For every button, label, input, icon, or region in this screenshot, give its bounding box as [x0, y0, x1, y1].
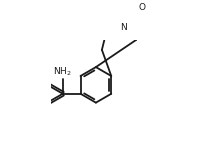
Text: NH$_2$: NH$_2$	[54, 65, 72, 78]
Text: N: N	[120, 23, 127, 32]
Text: O: O	[138, 3, 145, 12]
